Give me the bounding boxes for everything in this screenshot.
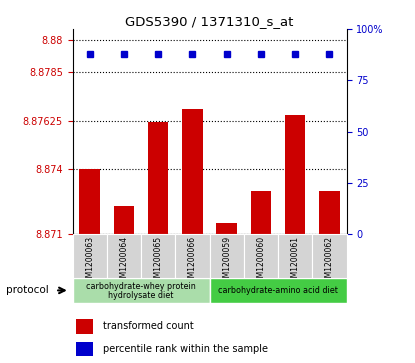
- Text: GSM1200063: GSM1200063: [85, 236, 94, 287]
- Bar: [210, 278, 347, 303]
- Bar: [80, 170, 100, 234]
- Text: hydrolysate diet: hydrolysate diet: [108, 291, 174, 301]
- Text: carbohydrate-whey protein: carbohydrate-whey protein: [86, 282, 196, 291]
- Bar: [73, 278, 210, 303]
- Bar: [141, 234, 176, 278]
- Bar: [312, 234, 347, 278]
- Bar: [210, 234, 244, 278]
- Bar: [176, 234, 210, 278]
- Text: GSM1200060: GSM1200060: [256, 236, 266, 287]
- Text: GSM1200061: GSM1200061: [290, 236, 300, 287]
- Bar: [244, 234, 278, 278]
- Text: percentile rank within the sample: percentile rank within the sample: [103, 344, 268, 354]
- Bar: [217, 223, 237, 234]
- Bar: [278, 234, 312, 278]
- Bar: [76, 319, 93, 334]
- Bar: [285, 115, 305, 234]
- Bar: [148, 122, 168, 234]
- Bar: [182, 109, 203, 234]
- Text: GSM1200064: GSM1200064: [120, 236, 129, 287]
- Bar: [107, 234, 141, 278]
- Bar: [73, 234, 107, 278]
- Text: transformed count: transformed count: [103, 321, 193, 331]
- Text: protocol: protocol: [6, 285, 49, 295]
- Bar: [251, 191, 271, 234]
- Text: carbohydrate-amino acid diet: carbohydrate-amino acid diet: [218, 286, 338, 295]
- Title: GDS5390 / 1371310_s_at: GDS5390 / 1371310_s_at: [125, 15, 294, 28]
- Bar: [76, 342, 93, 356]
- Text: GSM1200062: GSM1200062: [325, 236, 334, 287]
- Text: GSM1200059: GSM1200059: [222, 236, 231, 287]
- Text: GSM1200066: GSM1200066: [188, 236, 197, 287]
- Text: GSM1200065: GSM1200065: [154, 236, 163, 287]
- Bar: [114, 206, 134, 234]
- Bar: [319, 191, 339, 234]
